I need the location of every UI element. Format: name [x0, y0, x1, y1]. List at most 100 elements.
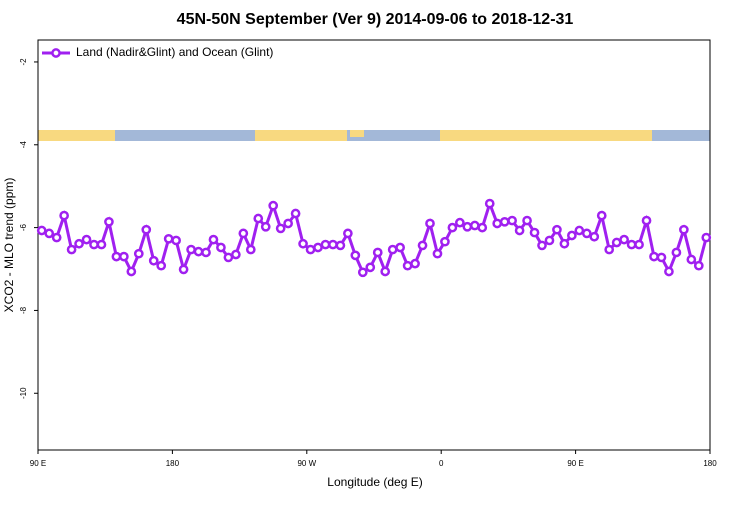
- data-point: [350, 250, 361, 261]
- data-point: [66, 244, 77, 255]
- data-point: [529, 227, 540, 238]
- data-point: [96, 239, 107, 250]
- data-point: [36, 225, 47, 236]
- data-point: [208, 234, 219, 245]
- y-tick-label: -6: [19, 224, 28, 232]
- data-point: [514, 225, 525, 236]
- data-point: [701, 232, 712, 243]
- legend-label: Land (Nadir&Glint) and Ocean (Glint): [76, 45, 273, 59]
- data-point: [178, 264, 189, 275]
- data-point: [357, 267, 368, 278]
- data-point: [313, 242, 323, 253]
- data-point: [148, 255, 159, 266]
- data-point: [432, 248, 443, 259]
- data-point: [156, 260, 167, 271]
- chart-title: 45N-50N September (Ver 9) 2014-09-06 to …: [177, 11, 574, 28]
- x-tick-label: 90 W: [297, 459, 316, 468]
- data-point: [163, 233, 174, 244]
- data-point: [133, 248, 144, 259]
- data-point: [126, 266, 137, 277]
- data-point: [372, 247, 383, 258]
- data-point: [238, 228, 249, 239]
- data-point: [395, 242, 405, 253]
- data-point: [104, 216, 114, 227]
- data-point: [74, 238, 84, 249]
- data-point: [387, 244, 398, 255]
- data-point: [290, 208, 301, 219]
- data-point: [559, 238, 570, 249]
- data-point: [89, 239, 99, 250]
- data-point: [462, 221, 473, 232]
- y-tick-label: -10: [19, 387, 28, 399]
- data-point: [455, 217, 465, 228]
- x-tick-label: 180: [703, 459, 717, 468]
- data-point: [343, 228, 353, 239]
- data-point: [567, 230, 577, 241]
- data-point: [499, 216, 510, 227]
- data-point: [51, 232, 62, 243]
- data-point: [507, 215, 517, 226]
- data-point: [283, 218, 293, 229]
- data-point: [649, 251, 659, 262]
- data-point: [417, 240, 428, 251]
- y-tick-label: -4: [19, 141, 28, 149]
- data-point: [275, 223, 286, 234]
- data-point: [641, 215, 652, 226]
- x-tick-label: 180: [166, 459, 180, 468]
- data-point: [365, 262, 376, 273]
- data-point: [111, 251, 122, 262]
- y-tick-label: -8: [19, 306, 28, 314]
- legend-marker: [51, 48, 61, 58]
- data-point: [320, 239, 331, 250]
- data-point: [328, 239, 338, 250]
- data-point: [268, 200, 279, 211]
- data-point: [186, 244, 196, 255]
- x-axis-label: Longitude (deg E): [327, 475, 422, 489]
- data-point: [119, 251, 129, 262]
- data-point: [193, 246, 204, 257]
- data-point: [245, 244, 256, 255]
- data-point: [537, 240, 547, 251]
- data-point: [664, 266, 674, 277]
- data-point: [44, 228, 55, 239]
- data-point: [492, 218, 503, 229]
- data-point: [171, 235, 181, 246]
- data-point: [581, 228, 592, 239]
- data-point: [216, 242, 226, 253]
- data-point: [231, 249, 241, 260]
- data-point: [59, 210, 69, 221]
- data-point: [141, 224, 152, 235]
- data-point: [679, 224, 689, 235]
- data-point: [589, 231, 600, 242]
- data-point: [693, 260, 704, 271]
- data-point: [447, 222, 458, 233]
- data-point: [469, 220, 480, 231]
- data-point: [260, 221, 271, 232]
- data-point: [402, 260, 413, 271]
- map-strip: [38, 130, 710, 141]
- data-point: [686, 254, 697, 265]
- data-point: [626, 239, 637, 250]
- data-point: [410, 258, 420, 269]
- plot-frame: [37, 39, 711, 451]
- data-point: [596, 210, 607, 221]
- data-point: [335, 240, 346, 251]
- data-point: [574, 225, 585, 236]
- data-point: [223, 252, 234, 263]
- data-point: [544, 235, 555, 246]
- x-tick-label: 90 E: [567, 459, 583, 468]
- data-point: [81, 234, 92, 245]
- data-point: [253, 213, 264, 224]
- data-point: [552, 224, 562, 235]
- data-point: [440, 236, 450, 247]
- data-point: [656, 252, 667, 263]
- data-line: [41, 198, 708, 276]
- data-point: [425, 218, 435, 229]
- y-tick-label: -2: [19, 58, 28, 66]
- data-point: [477, 222, 488, 233]
- data-point: [201, 247, 211, 258]
- data-point: [380, 266, 391, 277]
- data-point: [619, 234, 629, 245]
- data-point: [671, 247, 682, 258]
